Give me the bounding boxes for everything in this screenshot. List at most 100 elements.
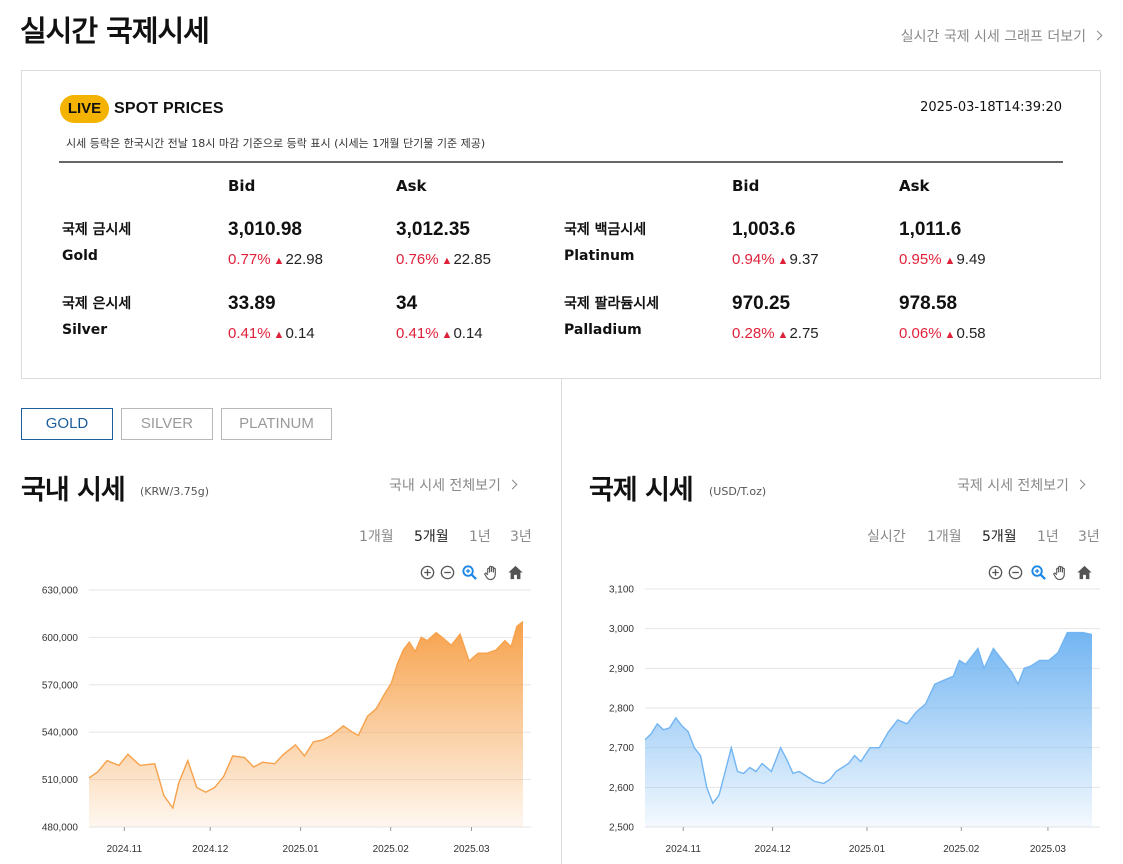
domestic-period-3y[interactable]: 3년 — [510, 529, 532, 545]
silver-bid: 33.89 — [228, 293, 276, 314]
palladium-ask: 978.58 — [899, 293, 958, 314]
tab-platinum[interactable]: PLATINUM — [221, 408, 332, 440]
international-ytick-label: 2,700 — [609, 743, 634, 754]
up-triangle-icon: ▲ — [944, 255, 956, 267]
spot-prices-title: SPOT PRICES — [114, 100, 224, 117]
international-xtick-label: 2025.02 — [943, 844, 980, 855]
section-divider — [561, 379, 562, 864]
bid-header-right: Bid — [732, 177, 760, 195]
international-unit: (USD/T.oz) — [709, 485, 767, 498]
international-more-link[interactable]: 국제 시세 전체보기 — [957, 475, 1086, 495]
domestic-period-5m[interactable]: 5개월 — [414, 529, 449, 545]
spot-note: 시세 등락은 한국시간 전날 18시 마감 기준으로 등락 표시 (시세는 1개… — [66, 137, 486, 150]
gold-name-en: Gold — [62, 248, 98, 264]
domestic-ytick-label: 540,000 — [42, 728, 79, 739]
domestic-period-1m[interactable]: 1개월 — [359, 529, 394, 545]
international-ytick-label: 2,900 — [609, 664, 634, 675]
domestic-xtick-label: 2024.11 — [107, 844, 143, 855]
domestic-price-chart: 480,000 510,000 540,000 570,000 600,000 630,0… — [42, 586, 531, 855]
international-xtick-label: 2025.03 — [1030, 844, 1067, 855]
gold-name-ko: 국제 금시세 — [62, 222, 132, 238]
international-ytick-label: 2,600 — [609, 783, 634, 794]
up-triangle-icon: ▲ — [944, 329, 956, 341]
up-triangle-icon: ▲ — [273, 329, 285, 341]
domestic-ytick-label: 600,000 — [42, 633, 79, 644]
zoom-search-icon[interactable] — [461, 564, 478, 581]
palladium-ask-change: 0.06% ▲0.58 — [899, 325, 986, 342]
silver-ask: 34 — [396, 293, 418, 314]
domestic-xtick-label: 2024.12 — [192, 844, 229, 855]
platinum-name-en: Platinum — [564, 248, 635, 264]
pan-hand-icon[interactable] — [1052, 564, 1069, 581]
domestic-more-label: 국내 시세 전체보기 — [389, 478, 501, 494]
chevron-right-icon — [1092, 30, 1103, 41]
chevron-right-icon — [1075, 479, 1086, 490]
graph-more-link-label: 실시간 국제 시세 그래프 더보기 — [900, 29, 1086, 45]
spot-divider — [59, 161, 1063, 163]
up-triangle-icon: ▲ — [777, 329, 789, 341]
home-icon[interactable] — [507, 564, 524, 581]
page-title: 실시간 국제시세 — [20, 14, 210, 48]
up-triangle-icon: ▲ — [777, 255, 789, 267]
zoom-search-icon[interactable] — [1030, 564, 1047, 581]
silver-ask-pct: 0.41% — [396, 325, 439, 342]
gold-ask-amt: 22.85 — [453, 251, 491, 268]
home-icon[interactable] — [1076, 564, 1093, 581]
palladium-name-en: Palladium — [564, 322, 642, 338]
international-ytick-label: 3,100 — [609, 585, 634, 596]
platinum-bid-change: 0.94% ▲9.37 — [732, 251, 819, 268]
international-more-label: 국제 시세 전체보기 — [957, 478, 1069, 494]
intl-period-realtime[interactable]: 실시간 — [867, 529, 906, 545]
zoom-out-icon[interactable] — [439, 564, 456, 581]
palladium-bid-change: 0.28% ▲2.75 — [732, 325, 819, 342]
palladium-ask-pct: 0.06% — [899, 325, 942, 342]
gold-ask-change: 0.76% ▲22.85 — [396, 251, 491, 268]
domestic-ytick-label: 630,000 — [42, 586, 79, 597]
international-title: 국제 시세 — [589, 475, 694, 506]
intl-period-1y[interactable]: 1년 — [1037, 529, 1059, 545]
domestic-more-link[interactable]: 국내 시세 전체보기 — [389, 475, 518, 495]
palladium-bid-amt: 2.75 — [789, 325, 819, 342]
graph-more-link[interactable]: 실시간 국제 시세 그래프 더보기 — [900, 26, 1103, 46]
spot-timestamp: 2025-03-18T14:39:20 — [920, 100, 1062, 115]
platinum-bid-pct: 0.94% — [732, 251, 775, 268]
platinum-name-ko: 국제 백금시세 — [564, 222, 647, 238]
international-ytick-label: 2,500 — [609, 823, 634, 834]
intl-period-1m[interactable]: 1개월 — [927, 529, 962, 545]
gold-bid-change: 0.77% ▲22.98 — [228, 251, 323, 268]
international-ytick-label: 2,800 — [609, 704, 634, 715]
domestic-ytick-label: 510,000 — [42, 775, 79, 786]
international-xtick-label: 2025.01 — [849, 844, 886, 855]
pan-hand-icon[interactable] — [483, 564, 500, 581]
platinum-bid: 1,003.6 — [732, 219, 796, 240]
domestic-xtick-label: 2025.01 — [283, 844, 320, 855]
international-price-chart: 2,500 2,600 2,700 2,800 2,900 3,000 3,100 2024.… — [609, 585, 1100, 855]
silver-ask-amt: 0.14 — [453, 325, 483, 342]
domestic-period-1y[interactable]: 1년 — [469, 529, 491, 545]
gold-name: 국제 금시세 Gold — [62, 217, 131, 269]
silver-bid-pct: 0.41% — [228, 325, 271, 342]
zoom-in-icon[interactable] — [987, 564, 1004, 581]
tab-silver[interactable]: SILVER — [121, 408, 213, 440]
live-badge: LIVE — [60, 95, 109, 123]
chevron-right-icon — [507, 479, 518, 490]
platinum-ask-change: 0.95% ▲9.49 — [899, 251, 986, 268]
silver-ask-change: 0.41% ▲0.14 — [396, 325, 483, 342]
domestic-ytick-label: 570,000 — [42, 680, 79, 691]
gold-ask: 3,012.35 — [396, 219, 470, 240]
international-ytick-label: 3,000 — [609, 624, 634, 635]
intl-period-3y[interactable]: 3년 — [1078, 529, 1100, 545]
tab-gold[interactable]: GOLD — [21, 408, 113, 440]
intl-period-5m[interactable]: 5개월 — [982, 529, 1017, 545]
zoom-in-icon[interactable] — [419, 564, 436, 581]
platinum-ask-pct: 0.95% — [899, 251, 942, 268]
platinum-name: 국제 백금시세 Platinum — [564, 217, 646, 269]
silver-bid-change: 0.41% ▲0.14 — [228, 325, 315, 342]
domestic-ytick-label: 480,000 — [42, 823, 79, 834]
ask-header-right: Ask — [899, 177, 930, 195]
spot-prices-panel: LIVE SPOT PRICES 2025-03-18T14:39:20 시세 … — [21, 70, 1101, 379]
zoom-out-icon[interactable] — [1007, 564, 1024, 581]
gold-ask-pct: 0.76% — [396, 251, 439, 268]
international-xtick-label: 2024.12 — [755, 844, 792, 855]
palladium-ask-amt: 0.58 — [956, 325, 986, 342]
